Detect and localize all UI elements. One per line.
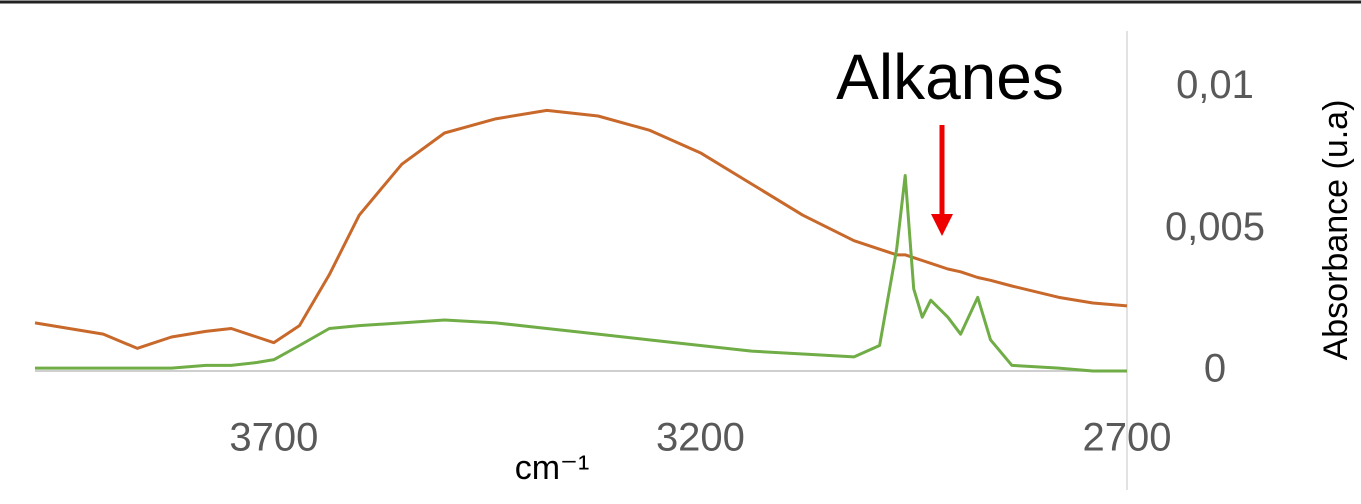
x-tick-label: 3200	[656, 416, 745, 460]
y-tick-label: 0,01	[1176, 63, 1254, 107]
y-tick-label: 0,005	[1165, 205, 1265, 249]
x-tick-label: 2700	[1083, 416, 1172, 460]
spectrum-line	[34, 108, 1128, 350]
x-tick-label: 3700	[229, 416, 318, 460]
spectrum-line	[35, 174, 1127, 373]
arrow-head	[931, 214, 953, 236]
y-tick-label: 0	[1204, 347, 1226, 391]
annotation: Alkanes	[836, 41, 1064, 113]
y-axis-title: Absorbance (u.a)	[1317, 100, 1355, 361]
x-axis-title: cm⁻¹	[515, 449, 590, 487]
